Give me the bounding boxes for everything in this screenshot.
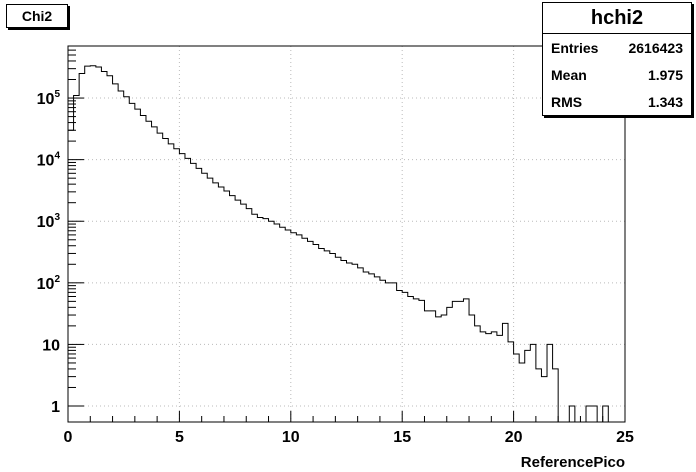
stats-histogram-name: hchi2 [543, 3, 691, 34]
y-tick-label: 103 [37, 212, 61, 231]
y-tick-base: 10 [37, 91, 55, 108]
histogram-title-box: Chi2 [6, 4, 68, 28]
y-tick-base: 10 [37, 214, 55, 231]
x-tick-label: 10 [282, 429, 300, 446]
x-tick-label: 5 [175, 429, 184, 446]
x-tick-label: 20 [505, 429, 523, 446]
y-tick-label: 105 [37, 89, 61, 108]
y-tick-base: 1 [51, 399, 60, 416]
x-tick-label: 25 [616, 429, 634, 446]
histogram-line [68, 65, 625, 423]
stats-entries-value: 2616423 [628, 39, 683, 56]
stats-row-rms: RMS 1.343 [543, 88, 691, 115]
stats-mean-label: Mean [551, 66, 587, 83]
histogram-title: Chi2 [21, 8, 53, 24]
x-axis-title: ReferencePico [521, 454, 625, 471]
y-tick-base: 10 [37, 276, 55, 293]
y-tick-exponent: 5 [54, 89, 60, 100]
stats-mean-value: 1.975 [647, 66, 683, 83]
y-tick-exponent: 3 [54, 212, 60, 223]
y-tick-label: 104 [37, 151, 61, 170]
y-tick-base: 10 [42, 337, 60, 354]
y-tick-exponent: 2 [54, 274, 60, 285]
stats-row-mean: Mean 1.975 [543, 61, 691, 88]
y-tick-label: 1 [51, 399, 60, 416]
stats-box: hchi2 Entries 2616423 Mean 1.975 RMS 1.3… [542, 2, 692, 116]
x-axis-ticks: 0 5 10 15 20 25 [64, 411, 634, 446]
y-tick-base: 10 [37, 153, 55, 170]
stats-row-entries: Entries 2616423 [543, 34, 691, 61]
stats-rms-label: RMS [551, 93, 583, 110]
y-tick-label: 102 [37, 274, 61, 293]
y-tick-label: 10 [42, 337, 60, 354]
x-tick-label: 15 [393, 429, 411, 446]
y-tick-exponent: 4 [54, 151, 60, 162]
x-tick-label: 0 [64, 429, 73, 446]
plot-frame [67, 45, 626, 423]
stats-entries-label: Entries [551, 39, 599, 56]
stats-rms-value: 1.343 [647, 93, 683, 110]
